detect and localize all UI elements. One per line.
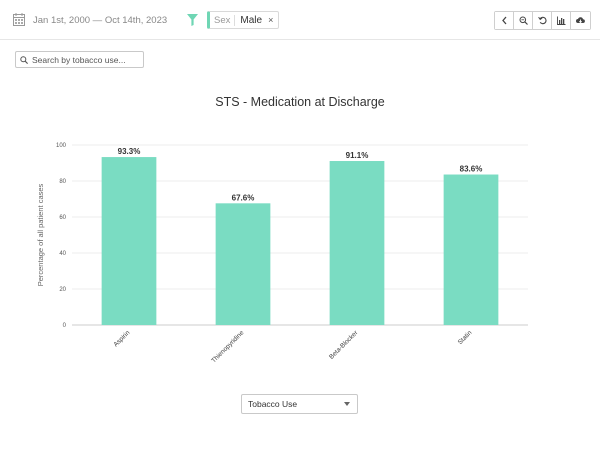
filter-chip-sex[interactable]: Sex Male ×: [207, 11, 280, 29]
search-box[interactable]: [15, 51, 144, 68]
x-tick-label: Statin: [457, 329, 474, 346]
y-tick-label: 20: [59, 287, 66, 293]
filter-chip-value: Male: [234, 14, 262, 26]
group-by-select-value: Tobacco Use: [248, 399, 298, 409]
x-tick-label: Beta-Blocker: [328, 329, 360, 361]
x-tick-label: Thienopyridine: [210, 329, 245, 364]
y-tick-label: 0: [63, 323, 67, 329]
y-tick-label: 80: [59, 179, 66, 185]
y-axis-label: Percentage of all patient cases: [36, 183, 45, 286]
bar-beta-blocker[interactable]: [329, 161, 385, 325]
download-button[interactable]: [571, 12, 590, 29]
bar-value-label: 83.6%: [460, 165, 483, 174]
filter-icon[interactable]: [187, 14, 198, 26]
back-button[interactable]: [495, 12, 514, 29]
chart-toolbar: [494, 11, 591, 30]
y-tick-label: 60: [59, 215, 66, 221]
zoom-button[interactable]: [514, 12, 533, 29]
calendar-icon[interactable]: [13, 13, 25, 26]
y-tick-label: 100: [56, 143, 67, 149]
chevron-left-icon: [501, 16, 506, 25]
chart-title: STS - Medication at Discharge: [215, 95, 385, 109]
filter-chip-key: Sex: [214, 14, 231, 26]
chart-type-button[interactable]: [552, 12, 571, 29]
bar-value-label: 93.3%: [118, 147, 141, 156]
remove-filter-button[interactable]: ×: [268, 15, 274, 25]
reset-button[interactable]: [533, 12, 552, 29]
group-by-select[interactable]: Tobacco Use: [241, 394, 358, 414]
cloud-download-icon: [576, 17, 585, 24]
search-icon: [20, 55, 28, 64]
reset-icon: [537, 16, 547, 25]
bar-statin[interactable]: [443, 174, 499, 325]
x-tick-label: Aspirin: [112, 329, 131, 348]
date-range[interactable]: Jan 1st, 2000 — Oct 14th, 2023: [33, 15, 168, 26]
chart-icon: [556, 16, 565, 25]
y-tick-label: 40: [59, 251, 66, 257]
bar-chart: Percentage of all patient cases 0 20 40 60 8…: [36, 143, 528, 365]
bar-aspirin[interactable]: [101, 157, 157, 325]
bar-value-label: 91.1%: [346, 151, 369, 160]
search-input[interactable]: [32, 54, 140, 65]
bar-value-label: 67.6%: [232, 193, 255, 202]
top-bar: Jan 1st, 2000 — Oct 14th, 2023 Sex Male …: [0, 0, 600, 40]
zoom-icon: [519, 16, 528, 25]
bar-thienopyridine[interactable]: [215, 203, 271, 325]
chevron-down-icon: [344, 402, 350, 406]
